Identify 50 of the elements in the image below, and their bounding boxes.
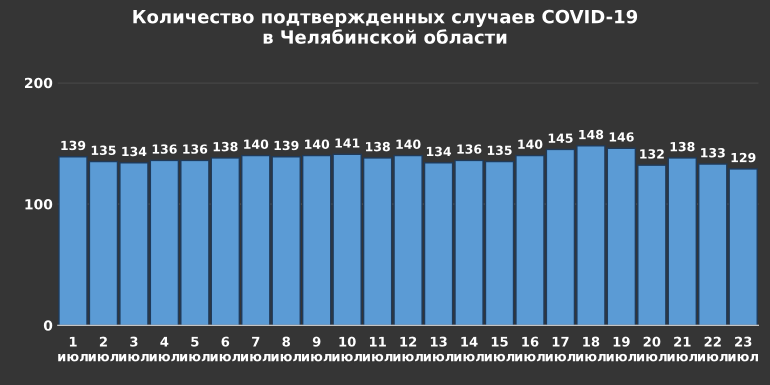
y-tick-label: 200: [24, 78, 52, 88]
data-label: 136: [152, 144, 177, 154]
x-tick-label: 19 июл: [606, 336, 636, 362]
data-label: 138: [670, 142, 695, 152]
x-tick-label: 17 июл: [546, 336, 576, 362]
data-label: 136: [457, 144, 482, 154]
x-tick-label: 3 июл: [119, 336, 149, 362]
data-label: 140: [305, 139, 330, 149]
y-tick-label: 100: [25, 199, 52, 210]
x-tick-label: 2 июл: [88, 336, 118, 362]
data-label: 138: [214, 142, 238, 152]
x-tick-label: 7 июл: [241, 336, 271, 362]
data-label: 132: [640, 149, 664, 159]
x-tick-label: 11 июл: [362, 336, 392, 362]
x-tick-label: 18 июл: [576, 336, 606, 362]
data-label: 141: [336, 138, 360, 148]
data-label: 140: [396, 139, 421, 149]
data-label: 135: [488, 146, 512, 156]
x-tick-label: 12 июл: [393, 336, 423, 362]
data-label: 134: [426, 146, 452, 156]
x-tick-label: 5 июл: [180, 336, 210, 362]
data-label: 134: [122, 146, 146, 156]
x-tick-label: 15 июл: [484, 336, 514, 362]
data-label: 139: [61, 140, 86, 150]
data-label: 140: [518, 139, 542, 149]
data-label: 136: [183, 144, 208, 154]
x-tick-label: 10 июл: [332, 336, 362, 362]
x-tick-label: 23 июл: [728, 336, 758, 362]
data-label: 133: [701, 148, 725, 158]
x-tick-label: 21 июл: [668, 336, 698, 362]
x-tick-label: 14 июл: [454, 336, 484, 362]
x-tick-label: 8 июл: [271, 336, 301, 362]
x-tick-label: 16 июл: [515, 336, 545, 362]
x-tick-label: 1 июл: [58, 336, 88, 362]
y-tick-label: 0: [44, 320, 52, 331]
data-label: 148: [579, 130, 604, 140]
data-label: 145: [548, 134, 573, 143]
data-label: 135: [92, 146, 116, 156]
data-label: 129: [732, 152, 756, 162]
data-label: 140: [244, 139, 268, 149]
x-tick-label: 6 июл: [210, 336, 240, 362]
data-label: 139: [274, 140, 298, 150]
x-tick-label: 13 июл: [424, 336, 454, 362]
chart-title: Количество подтвержденных случаев COVID-19 в Челябинской области: [133, 10, 638, 44]
data-label: 146: [610, 132, 634, 142]
x-tick-label: 4 июл: [150, 336, 180, 362]
x-tick-label: 9 июл: [302, 336, 332, 362]
x-tick-label: 20 июл: [637, 336, 667, 362]
data-label: 138: [366, 142, 390, 152]
x-tick-label: 22 июл: [698, 336, 728, 362]
